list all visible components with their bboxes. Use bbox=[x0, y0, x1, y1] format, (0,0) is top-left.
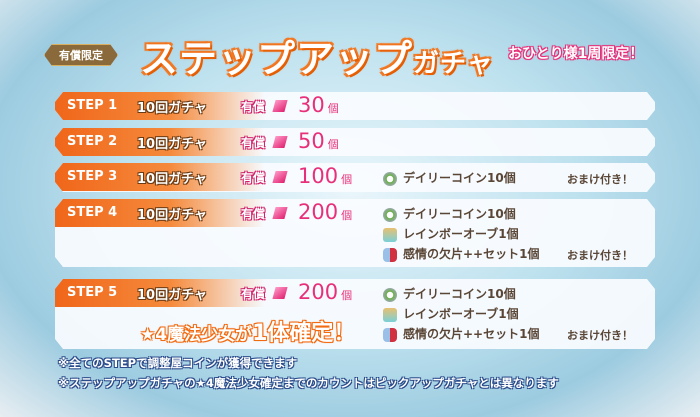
bonus-item: デイリーコイン10個 bbox=[383, 169, 516, 186]
step-label: STEP 2 bbox=[67, 134, 118, 149]
step-header: STEP 3 bbox=[55, 163, 265, 191]
step-row: STEP 1 10回ガチャ 有償 30 個 bbox=[55, 92, 655, 120]
bonus-note: おまけ付き！ bbox=[567, 173, 633, 186]
step-label: STEP 5 bbox=[67, 285, 118, 300]
bonus-item: 感情の欠片++セット1個 bbox=[383, 245, 539, 262]
step-row: STEP 2 10回ガチャ 有償 50 個 bbox=[55, 128, 655, 156]
note-1: ※全てのSTEPで調整屋コインが獲得できます bbox=[58, 356, 298, 370]
gacha-label: 10回ガチャ bbox=[137, 101, 207, 116]
note-2: ※ステップアップガチャの★4魔法少女確定までのカウントはピックアップガチャとは異… bbox=[58, 376, 559, 390]
gem-icon bbox=[272, 287, 287, 299]
paid-label: 有償 bbox=[241, 100, 266, 114]
daily-coin-icon bbox=[383, 172, 397, 186]
paid-limited-badge: 有償限定 bbox=[44, 44, 118, 66]
gem-amount: 100 個 bbox=[298, 164, 353, 188]
gacha-label: 10回ガチャ bbox=[137, 172, 207, 187]
title-sub: ガチャ bbox=[413, 49, 494, 79]
paid-label: 有償 bbox=[241, 287, 266, 301]
gacha-label: 10回ガチャ bbox=[137, 288, 207, 303]
step-header: STEP 2 bbox=[55, 128, 265, 156]
gacha-label: 10回ガチャ bbox=[137, 208, 207, 223]
daily-coin-icon bbox=[383, 208, 397, 222]
rainbow-orb-icon bbox=[383, 308, 397, 322]
guarantee-label: ★4魔法少女が1体確定！ bbox=[140, 321, 356, 346]
gem-amount: 200 個 bbox=[298, 280, 353, 304]
bonus-item: 感情の欠片++セット1個 bbox=[383, 325, 539, 342]
gem-icon bbox=[272, 207, 287, 219]
gem-icon bbox=[272, 136, 287, 148]
bonus-note: おまけ付き！ bbox=[567, 329, 633, 342]
gem-amount: 50 個 bbox=[298, 129, 339, 153]
step-row: STEP 3 10回ガチャ 有償 100 個 デイリーコイン10個 おまけ付き！ bbox=[55, 163, 655, 192]
title-main: ステップアップ bbox=[140, 37, 414, 81]
step-row: STEP 4 10回ガチャ 有償 200 個 デイリーコイン10個 レインボーオーブ1… bbox=[55, 199, 655, 267]
rainbow-orb-icon bbox=[383, 228, 397, 242]
step-label: STEP 1 bbox=[67, 98, 118, 113]
limit-label: おひとり様1周限定！ bbox=[508, 46, 644, 62]
step-header: STEP 4 bbox=[55, 199, 265, 227]
step-label: STEP 4 bbox=[67, 205, 118, 220]
step-header: STEP 5 bbox=[55, 279, 265, 307]
paid-label: 有償 bbox=[241, 171, 266, 185]
step-header: STEP 1 bbox=[55, 92, 265, 120]
emotion-fragment-icon bbox=[383, 248, 397, 262]
bonus-item: レインボーオーブ1個 bbox=[383, 225, 519, 242]
gem-amount: 30 個 bbox=[298, 93, 339, 117]
step-label: STEP 3 bbox=[67, 169, 118, 184]
daily-coin-icon bbox=[383, 288, 397, 302]
gacha-label: 10回ガチャ bbox=[137, 137, 207, 152]
bonus-item: レインボーオーブ1個 bbox=[383, 305, 519, 322]
paid-label: 有償 bbox=[241, 136, 266, 150]
gem-amount: 200 個 bbox=[298, 200, 353, 224]
paid-label: 有償 bbox=[241, 207, 266, 221]
gem-icon bbox=[272, 100, 287, 112]
emotion-fragment-icon bbox=[383, 328, 397, 342]
gem-icon bbox=[272, 171, 287, 183]
step-row: STEP 5 10回ガチャ 有償 200 個 デイリーコイン10個 レインボーオーブ1… bbox=[55, 279, 655, 349]
bonus-note: おまけ付き！ bbox=[567, 249, 633, 262]
bonus-item: デイリーコイン10個 bbox=[383, 285, 516, 302]
bonus-item: デイリーコイン10個 bbox=[383, 205, 516, 222]
page-title: ステップアップガチャ bbox=[140, 28, 494, 83]
